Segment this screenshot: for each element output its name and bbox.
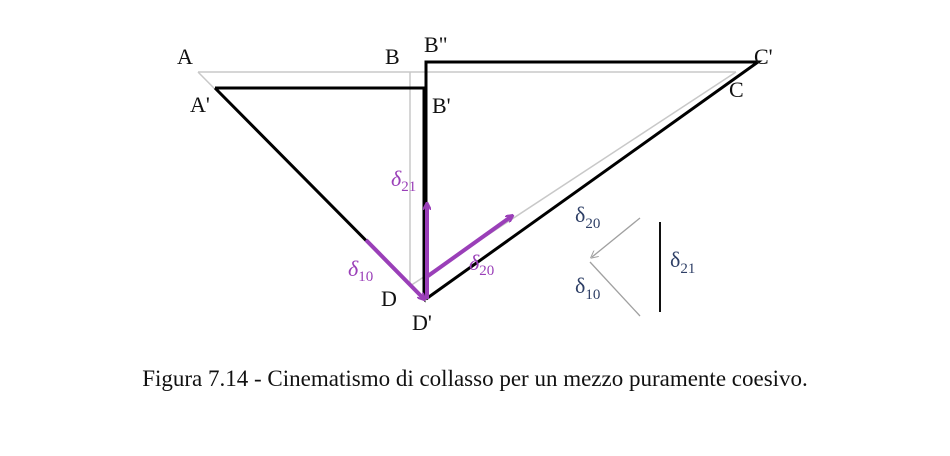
vector-d21-label: δ21 bbox=[391, 166, 416, 195]
label-b: B bbox=[385, 44, 400, 69]
label-d-prime: D' bbox=[412, 310, 432, 335]
deformed-geometry bbox=[213, 60, 763, 303]
vector-d20-arrow bbox=[426, 216, 512, 278]
label-a-prime: A' bbox=[190, 92, 210, 117]
label-d: D bbox=[381, 286, 397, 311]
hodograph-d20-line bbox=[592, 217, 641, 257]
vector-d10-arrow bbox=[364, 238, 424, 299]
vector-d10-label: δ10 bbox=[348, 256, 373, 285]
block-1-deformed bbox=[213, 86, 426, 303]
hodograph-d10-line bbox=[589, 261, 641, 317]
velocity-hodograph: δ20 δ10 δ21 bbox=[575, 202, 695, 317]
block-2-deformed bbox=[424, 60, 763, 301]
displacement-vectors: δ21 δ10 δ20 bbox=[348, 166, 512, 299]
label-a: A bbox=[177, 44, 193, 69]
hodograph-d20-label: δ20 bbox=[575, 202, 600, 232]
undeformed-geometry bbox=[197, 71, 737, 287]
vector-d20-label: δ20 bbox=[469, 250, 494, 279]
label-b-prime: B' bbox=[432, 93, 451, 118]
point-labels: A A' B B" B' C C' D D' bbox=[177, 32, 773, 335]
label-c: C bbox=[729, 77, 744, 102]
collapse-mechanism-diagram: A A' B B" B' C C' D D' δ21 δ10 δ20 δ20 δ… bbox=[177, 32, 773, 335]
label-c-prime: C' bbox=[754, 44, 773, 69]
hodograph-d10-label: δ10 bbox=[575, 273, 600, 303]
label-b-second: B" bbox=[424, 32, 448, 57]
figure-caption: Figura 7.14 - Cinematismo di collasso pe… bbox=[142, 366, 808, 391]
hodograph-d21-label: δ21 bbox=[670, 247, 695, 277]
